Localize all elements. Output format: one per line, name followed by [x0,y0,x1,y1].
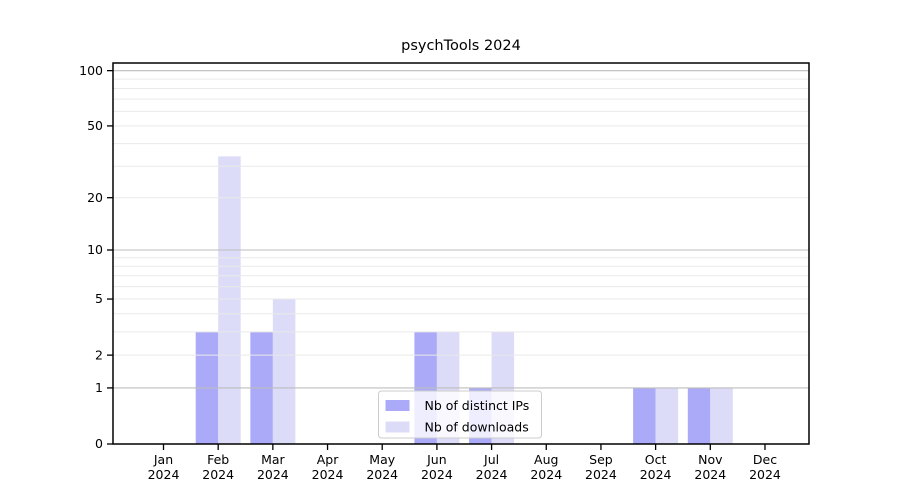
x-tick-label-year: 2024 [312,467,344,482]
bar-downloads-oct [655,387,679,444]
x-tick-label-year: 2024 [202,467,234,482]
x-tick-label-year: 2024 [585,467,617,482]
y-tick-label: 10 [87,242,103,257]
bar-downloads-mar [272,299,296,444]
x-tick-label-year: 2024 [257,467,289,482]
x-tick-label-month: Mar [261,452,285,467]
x-tick-label-month: Jul [483,452,499,467]
x-tick-label-year: 2024 [640,467,672,482]
chart-title: psychTools 2024 [401,38,521,54]
y-tick-label: 20 [87,190,103,205]
y-tick-label: 0 [95,436,103,451]
x-tick-label-year: 2024 [694,467,726,482]
x-tick-label-month: Apr [317,452,339,467]
x-tick-label-month: Oct [645,452,667,467]
y-tick-label: 1 [95,380,103,395]
legend-label: Nb of distinct IPs [425,398,530,413]
y-tick-label: 5 [95,291,103,306]
x-tick-label-month: Nov [698,452,723,467]
x-tick-label-month: Jan [153,452,173,467]
x-tick-label-month: Aug [534,452,558,467]
x-tick-label-month: Jun [426,452,447,467]
y-tick-label: 100 [79,63,103,78]
bar-downloads-feb [218,156,241,444]
legend-swatch-distinct-ips [385,400,410,411]
legend-swatch-downloads [385,421,410,433]
y-tick-label: 2 [95,347,103,362]
y-tick-label: 50 [87,118,103,133]
x-tick-label-month: Feb [207,452,229,467]
x-tick-label-year: 2024 [476,467,508,482]
x-tick-label-year: 2024 [530,467,562,482]
bar-distinct-ips-oct [633,387,656,444]
x-tick-label-year: 2024 [148,467,180,482]
x-tick-label-month: May [369,452,395,467]
x-tick-label-month: Sep [589,452,613,467]
x-tick-label-month: Dec [753,452,777,467]
bar-downloads-nov [710,387,733,444]
x-tick-label-year: 2024 [749,467,781,482]
bar-distinct-ips-nov [687,387,711,444]
x-tick-label-year: 2024 [366,467,398,482]
x-tick-label-year: 2024 [421,467,453,482]
legend-label: Nb of downloads [425,420,529,435]
plot-border [112,62,810,445]
legend-box [378,390,542,439]
